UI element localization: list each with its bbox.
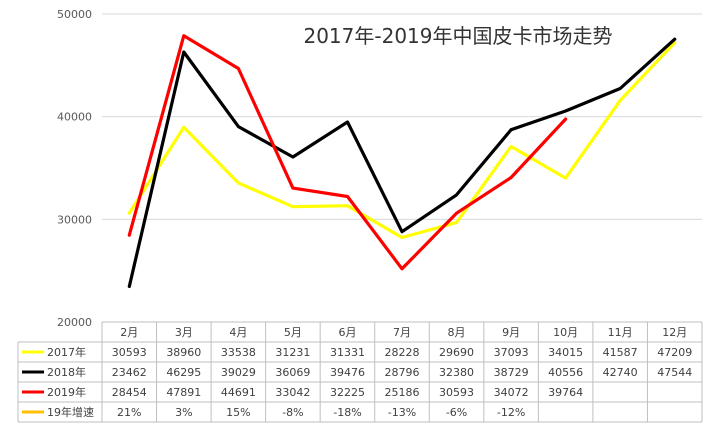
data-table: 2月 3月 4月 5月 6月 7月 8月 9月 10月 11月 12月 2017年 30593 38960… (17, 321, 703, 423)
data-label: 34015 (548, 346, 583, 359)
category-label: 8月 (448, 326, 466, 339)
category-label: 5月 (284, 326, 302, 339)
category-label: 10月 (553, 326, 578, 339)
data-label: -18% (333, 406, 361, 419)
data-label: -12% (497, 406, 525, 419)
data-label: 39764 (548, 386, 583, 399)
data-label: 28796 (385, 366, 420, 379)
data-label: -13% (388, 406, 416, 419)
data-label: 39476 (330, 366, 365, 379)
data-label: 44691 (221, 386, 256, 399)
category-label: 12月 (662, 326, 687, 339)
y-tick-label: 50000 (57, 8, 92, 21)
series-line-2019年 (127, 34, 568, 271)
data-label: 33538 (221, 346, 256, 359)
data-label: 37093 (494, 346, 529, 359)
data-label: 30593 (439, 386, 474, 399)
data-label: -8% (282, 406, 303, 419)
legend-label: 2019年 (47, 385, 86, 399)
series-line-2018年 (127, 37, 677, 289)
data-label: 30593 (112, 346, 147, 359)
data-label: 15% (226, 406, 250, 419)
series-layer (127, 34, 677, 289)
category-label: 6月 (338, 326, 356, 339)
data-label: 39029 (221, 366, 256, 379)
data-label: 21% (117, 406, 141, 419)
data-label: 47209 (657, 346, 692, 359)
data-label: 41587 (603, 346, 638, 359)
y-tick-label: 30000 (57, 213, 92, 226)
category-label: 9月 (502, 326, 520, 339)
data-label: 31331 (330, 346, 365, 359)
series-line-2017年 (127, 41, 677, 240)
legend-label: 19年增速 (47, 405, 94, 419)
data-label: 28228 (385, 346, 420, 359)
category-label: 11月 (608, 326, 633, 339)
category-label: 2月 (120, 326, 138, 339)
data-label: 40556 (548, 366, 583, 379)
y-tick-label: 40000 (57, 111, 92, 124)
data-label: 38960 (166, 346, 201, 359)
category-label: 7月 (393, 326, 411, 339)
data-label: 32225 (330, 386, 365, 399)
data-label: 42740 (603, 366, 638, 379)
y-axis: 20000 30000 40000 50000 (57, 8, 92, 329)
category-label: 4月 (229, 326, 247, 339)
y-tick-label: 20000 (57, 316, 92, 329)
data-label: 23462 (112, 366, 147, 379)
grid-layer (102, 13, 702, 323)
data-label: 29690 (439, 346, 474, 359)
legend-label: 2018年 (47, 365, 86, 379)
data-label: 47544 (657, 366, 692, 379)
data-label: 47891 (166, 386, 201, 399)
data-label: 38729 (494, 366, 529, 379)
data-label: 36069 (275, 366, 310, 379)
data-label: 31231 (275, 346, 310, 359)
data-label: 3% (175, 406, 192, 419)
data-label: 33042 (275, 386, 310, 399)
data-label: 46295 (166, 366, 201, 379)
chart-title: 2017年-2019年中国皮卡市场走势 (303, 24, 612, 48)
legend-label: 2017年 (47, 345, 86, 359)
data-label: -6% (446, 406, 467, 419)
data-label: 34072 (494, 386, 529, 399)
data-label: 28454 (112, 386, 147, 399)
data-label: 32380 (439, 366, 474, 379)
category-label: 3月 (175, 326, 193, 339)
data-label: 25186 (385, 386, 420, 399)
